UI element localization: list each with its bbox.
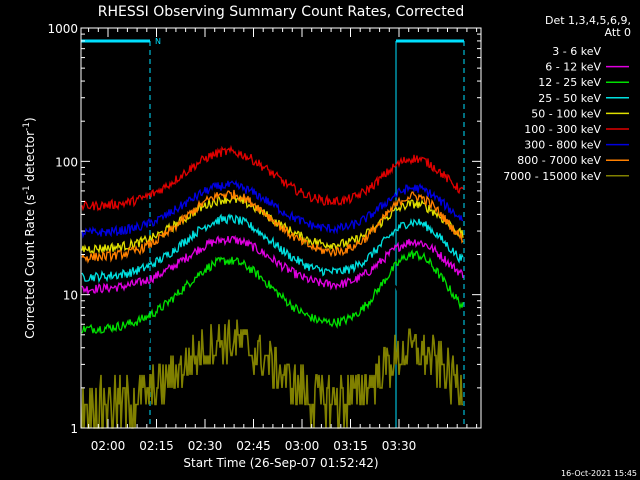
series-0 xyxy=(81,256,464,363)
series-line-1 xyxy=(81,234,464,296)
series-1 xyxy=(81,234,464,296)
x-tick-label-0: 02:00 xyxy=(91,439,126,453)
legend-label-4: 50 - 100 keV xyxy=(531,107,601,120)
chart-title: RHESSI Observing Summary Count Rates, Co… xyxy=(98,4,464,20)
legend: Det 1,3,4,5,6,9,Att 0 3 - 6 keV 6 - 12 keV… xyxy=(503,14,631,183)
y-axis-label: Corrected Count Rate (s-1 detector-1) xyxy=(22,117,37,338)
series-line-7 xyxy=(81,189,464,264)
legend-header-1: Att 0 xyxy=(605,26,631,39)
y-tick-label-3: 1000 xyxy=(47,22,78,36)
x-tick-label-1: 02:15 xyxy=(139,439,174,453)
legend-label-6: 300 - 800 keV xyxy=(524,139,601,152)
legend-label-7: 800 - 7000 keV xyxy=(517,154,601,167)
series-line-0 xyxy=(81,256,464,363)
legend-label-8: 7000 - 15000 keV xyxy=(503,170,601,183)
x-tick-label-5: 03:15 xyxy=(333,439,368,453)
x-tick-label-6: 03:30 xyxy=(382,439,417,453)
saa-flag-label: N xyxy=(155,37,161,46)
series-line-3 xyxy=(81,213,464,284)
series-8 xyxy=(81,319,463,429)
x-tick-label-2: 02:30 xyxy=(188,439,223,453)
legend-header-0: Det 1,3,4,5,6,9, xyxy=(545,14,631,27)
x-axis-label: Start Time (26-Sep-07 01:52:42) xyxy=(183,456,378,470)
series-5 xyxy=(81,144,464,212)
timestamp: 16-Oct-2021 15:45 xyxy=(561,469,637,478)
legend-label-2: 12 - 25 keV xyxy=(538,76,601,89)
series-line-6 xyxy=(81,179,464,239)
y-axis-label-mid: detector xyxy=(23,131,37,186)
axes: 1 10 100 1000 02:00 02:15 02:30 02:45 03:00 03:15… xyxy=(47,22,482,453)
y-tick-label-2: 100 xyxy=(55,155,78,169)
series-3 xyxy=(81,213,464,284)
y-tick-label-0: 1 xyxy=(70,422,78,436)
series-line-2 xyxy=(81,249,464,334)
series-line-5 xyxy=(81,144,464,212)
series-7 xyxy=(81,189,464,264)
legend-label-1: 6 - 12 keV xyxy=(545,61,601,74)
x-tick-label-3: 02:45 xyxy=(236,439,271,453)
legend-label-3: 25 - 50 keV xyxy=(538,92,601,105)
y-axis-label-main: Corrected Count Rate (s xyxy=(23,194,37,338)
y-axis-label-end: ) xyxy=(23,117,37,122)
series-2 xyxy=(81,249,464,334)
legend-label-5: 100 - 300 keV xyxy=(524,123,601,136)
y-axis-label-sup2: -1 xyxy=(22,122,32,131)
plot-frame xyxy=(80,27,482,429)
y-axis-label-sup1: -1 xyxy=(22,185,32,194)
series-line-8 xyxy=(81,319,463,429)
y-tick-label-1: 10 xyxy=(63,289,78,303)
series-6 xyxy=(81,179,464,239)
legend-label-0: 3 - 6 keV xyxy=(552,45,601,58)
x-tick-label-4: 03:00 xyxy=(285,439,320,453)
